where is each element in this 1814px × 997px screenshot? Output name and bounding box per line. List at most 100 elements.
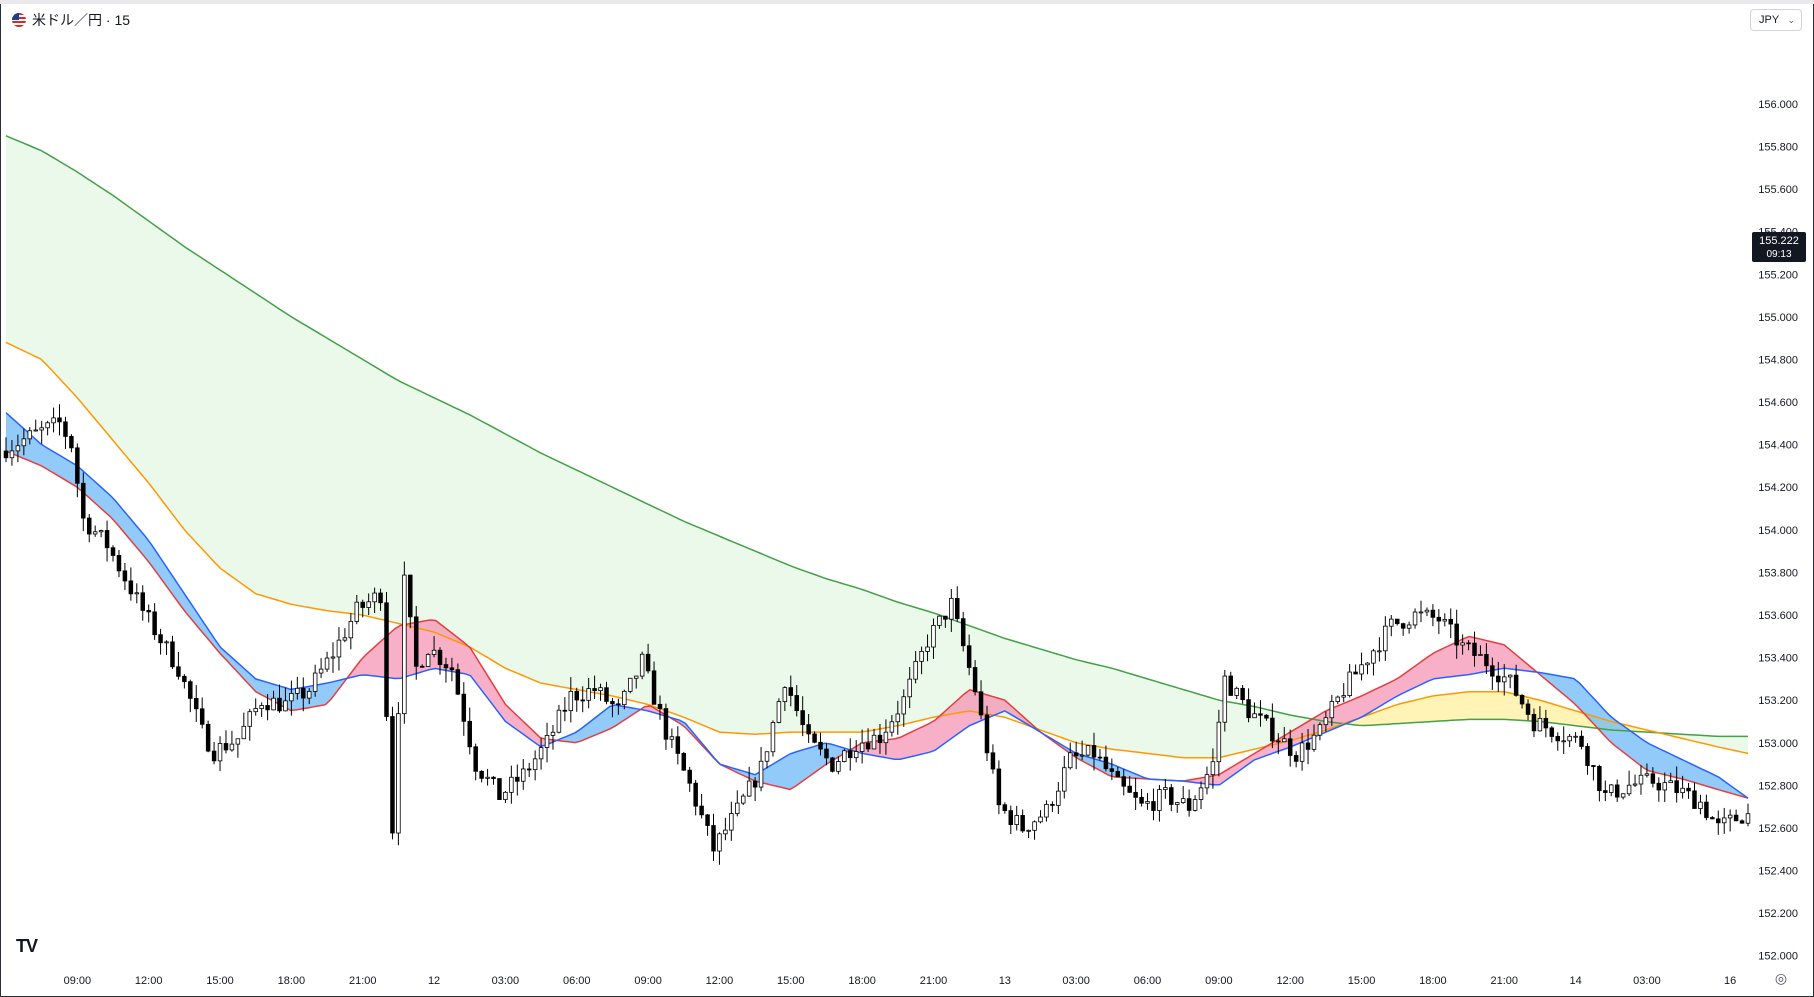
candle-body <box>598 687 603 692</box>
candle-body <box>639 653 645 677</box>
candle-body <box>1091 745 1097 758</box>
x-tick-label: 14 <box>1569 975 1581 987</box>
candle-body <box>1079 754 1085 757</box>
candle-body <box>515 776 520 782</box>
x-tick-label: 03:00 <box>1062 975 1090 987</box>
candle-body <box>229 743 235 751</box>
candle-body <box>633 675 639 679</box>
tradingview-logo-icon[interactable]: TV <box>16 936 38 956</box>
candle-body <box>568 690 574 712</box>
last-price-marker: 155.222 09:13 <box>1752 232 1806 262</box>
candle-body <box>1204 774 1210 789</box>
candle-body <box>402 574 407 715</box>
candle-body <box>199 708 205 725</box>
candle-body <box>75 447 80 484</box>
candle-body <box>1287 738 1293 756</box>
x-tick-label: 09:00 <box>634 975 662 987</box>
candle-body <box>1567 735 1572 742</box>
candle-body <box>289 692 294 702</box>
candle-body <box>1216 721 1222 763</box>
candle-body <box>1085 745 1091 756</box>
candle-body <box>746 780 752 797</box>
candle-body <box>235 738 241 745</box>
candle-body <box>1525 703 1531 715</box>
symbol-title: 米ドル／円 · 15 <box>32 12 131 28</box>
candle-body <box>336 639 342 658</box>
candle-body <box>295 687 300 694</box>
candle-body <box>1418 611 1424 614</box>
last-price-countdown: 09:13 <box>1766 249 1791 260</box>
candle-body <box>1174 802 1180 805</box>
candle-body <box>955 597 960 620</box>
gear-icon[interactable]: ◎ <box>1774 970 1788 986</box>
candle-body <box>437 649 443 666</box>
candle-body <box>223 743 229 751</box>
candle-body <box>1234 687 1239 696</box>
x-tick-label: 12:00 <box>706 975 734 987</box>
candle-body <box>1026 829 1031 832</box>
candle-body <box>1127 785 1132 793</box>
candle-body <box>86 517 92 535</box>
candle-body <box>1341 695 1346 698</box>
candle-body <box>1478 654 1483 656</box>
candle-body <box>532 758 538 771</box>
candle-body <box>485 776 490 779</box>
candle-body <box>1424 609 1430 613</box>
candle-body <box>1745 813 1751 824</box>
chevron-down-icon: ⌄ <box>1787 14 1795 25</box>
candle-body <box>57 417 62 423</box>
candle-body <box>800 710 805 726</box>
short-cloud-fill <box>1539 672 1748 799</box>
short-cloud-fill <box>6 412 349 711</box>
candle-body <box>21 438 27 447</box>
candle-body <box>1323 717 1329 726</box>
candle-body <box>1157 789 1162 811</box>
candle-body <box>283 700 288 712</box>
x-tick-label: 06:00 <box>563 975 591 987</box>
x-tick-label: 18:00 <box>278 975 306 987</box>
candle-body <box>194 698 199 710</box>
candle-body <box>651 670 657 705</box>
ma-cloud-fills <box>6 135 1748 799</box>
candle-body <box>711 825 716 852</box>
candlestick-series <box>3 404 1751 865</box>
candle-body <box>1270 717 1275 742</box>
candle-body <box>550 731 556 736</box>
y-tick-label: 152.400 <box>1758 866 1798 878</box>
candle-body <box>788 687 794 696</box>
candle-body <box>1656 782 1662 791</box>
candle-body <box>717 833 722 852</box>
short-cloud-fill <box>1184 636 1539 785</box>
candle-body <box>901 696 906 715</box>
us-flag-icon <box>12 13 26 27</box>
candle-body <box>628 677 633 692</box>
candle-body <box>1008 810 1014 826</box>
candle-body <box>128 580 134 595</box>
currency-selector[interactable]: JPY ⌄ <box>1750 9 1802 31</box>
candle-body <box>301 687 306 699</box>
candle-body <box>1032 821 1037 831</box>
candle-body <box>1383 625 1388 652</box>
candle-body <box>455 669 461 695</box>
symbol-header[interactable]: 米ドル／円 · 15 <box>12 10 130 30</box>
candle-body <box>853 751 859 759</box>
price-axis[interactable]: 156.000155.800155.600155.400155.200155.0… <box>1758 99 1798 963</box>
candle-body <box>1626 784 1632 795</box>
candle-body <box>271 697 276 711</box>
candle-body <box>140 592 145 611</box>
short-cloud-fill <box>853 689 1046 760</box>
candle-body <box>1389 618 1394 627</box>
candle-body <box>1329 701 1335 719</box>
candle-body <box>39 427 44 431</box>
candle-body <box>521 768 526 782</box>
y-tick-label: 152.600 <box>1758 823 1798 835</box>
candle-body <box>592 688 597 692</box>
candle-body <box>1210 761 1216 776</box>
candle-body <box>580 699 585 702</box>
candle-body <box>1507 674 1513 678</box>
candle-body <box>966 645 972 668</box>
time-axis[interactable]: 09:00 12:00 15:00 18:00 21:00 12 03:00 06:00 09:… <box>64 975 1737 987</box>
x-tick-label: 18:00 <box>848 975 876 987</box>
x-tick-label: 06:00 <box>1134 975 1162 987</box>
